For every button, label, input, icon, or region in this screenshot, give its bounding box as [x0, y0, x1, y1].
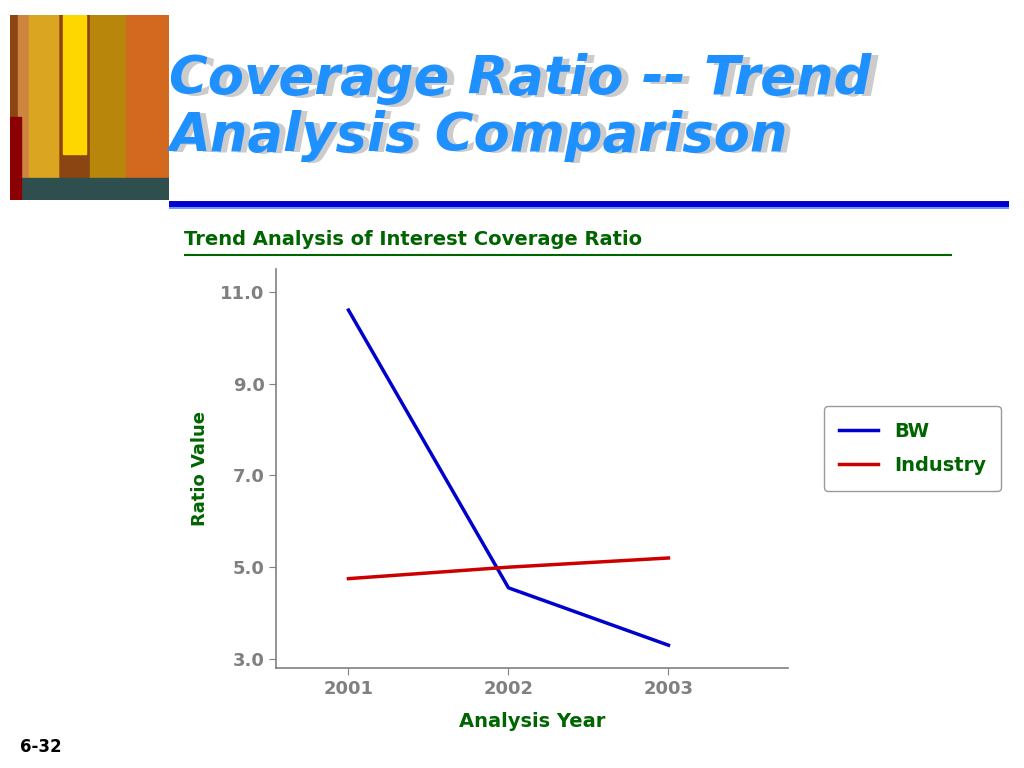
Bar	[30, 15, 57, 181]
Text: Coverage Ratio -- Trend
Analysis Comparison: Coverage Ratio -- Trend Analysis Compari…	[169, 54, 871, 161]
Bar	[18, 15, 57, 200]
Bar	[62, 15, 86, 154]
Text: Trend Analysis of Interest Coverage Ratio: Trend Analysis of Interest Coverage Rati…	[184, 230, 642, 249]
Bar	[10, 117, 22, 200]
Y-axis label: Ratio Value: Ratio Value	[191, 411, 209, 526]
Text: Coverage Ratio -- Trend
Analysis Comparison: Coverage Ratio -- Trend Analysis Compari…	[176, 55, 878, 163]
Text: 6-32: 6-32	[20, 739, 62, 756]
Legend: BW, Industry: BW, Industry	[823, 406, 1001, 491]
Bar	[90, 15, 125, 190]
Bar	[126, 15, 169, 200]
Bar	[10, 177, 169, 200]
X-axis label: Analysis Year: Analysis Year	[460, 712, 605, 731]
